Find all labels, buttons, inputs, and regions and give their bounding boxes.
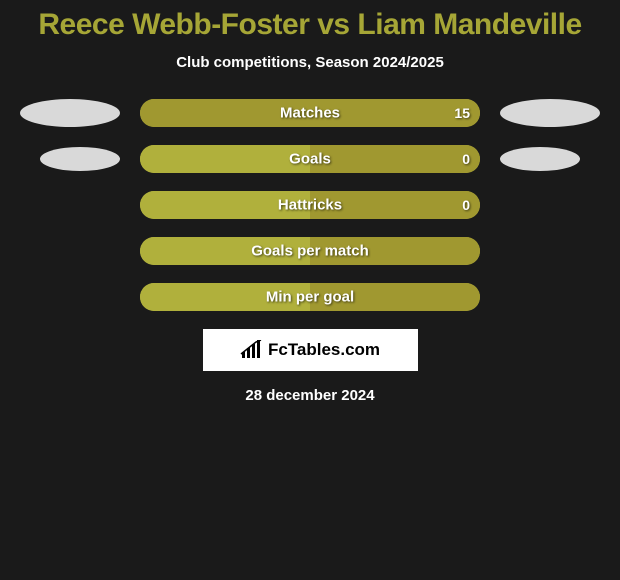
player-left-ellipse [20,99,120,127]
ellipse-spacer [20,283,120,311]
brand-box: FcTables.com [203,329,418,371]
stat-label: Min per goal [266,289,354,306]
brand-label: FcTables.com [268,340,380,360]
subtitle: Club competitions, Season 2024/2025 [0,54,620,71]
stat-bar: 0 Hattricks [140,191,480,219]
ellipse-spacer [500,237,600,265]
bar-fill-left [140,145,310,173]
stat-label: Goals per match [251,243,369,260]
stat-bar: 15 Matches [140,99,480,127]
chart-bars-icon [240,340,264,360]
ellipse-spacer [20,237,120,265]
comparison-card: Reece Webb-Foster vs Liam Mandeville Clu… [0,0,620,404]
stat-row: 0 Hattricks [0,191,620,219]
player-right-ellipse [500,147,580,171]
stat-bar: 0 Goals [140,145,480,173]
stat-row: 15 Matches [0,99,620,127]
stat-value-right: 0 [462,151,470,167]
stat-bar: Goals per match [140,237,480,265]
stat-row: 0 Goals [0,145,620,173]
stat-label: Goals [289,151,331,168]
stat-value-right: 0 [462,197,470,213]
date-label: 28 december 2024 [0,387,620,404]
bar-fill-right [310,145,480,173]
ellipse-spacer [500,283,600,311]
stat-rows: 15 Matches 0 Goals 0 Hattricks Goals per match… [0,99,620,311]
stat-bar: Min per goal [140,283,480,311]
ellipse-spacer [20,191,120,219]
stat-label: Hattricks [278,197,342,214]
stat-row: Goals per match [0,237,620,265]
player-left-ellipse [40,147,120,171]
stat-value-right: 15 [454,105,470,121]
stat-label: Matches [280,105,340,122]
player-right-ellipse [500,99,600,127]
ellipse-spacer [500,191,600,219]
stat-row: Min per goal [0,283,620,311]
page-title: Reece Webb-Foster vs Liam Mandeville [0,8,620,42]
